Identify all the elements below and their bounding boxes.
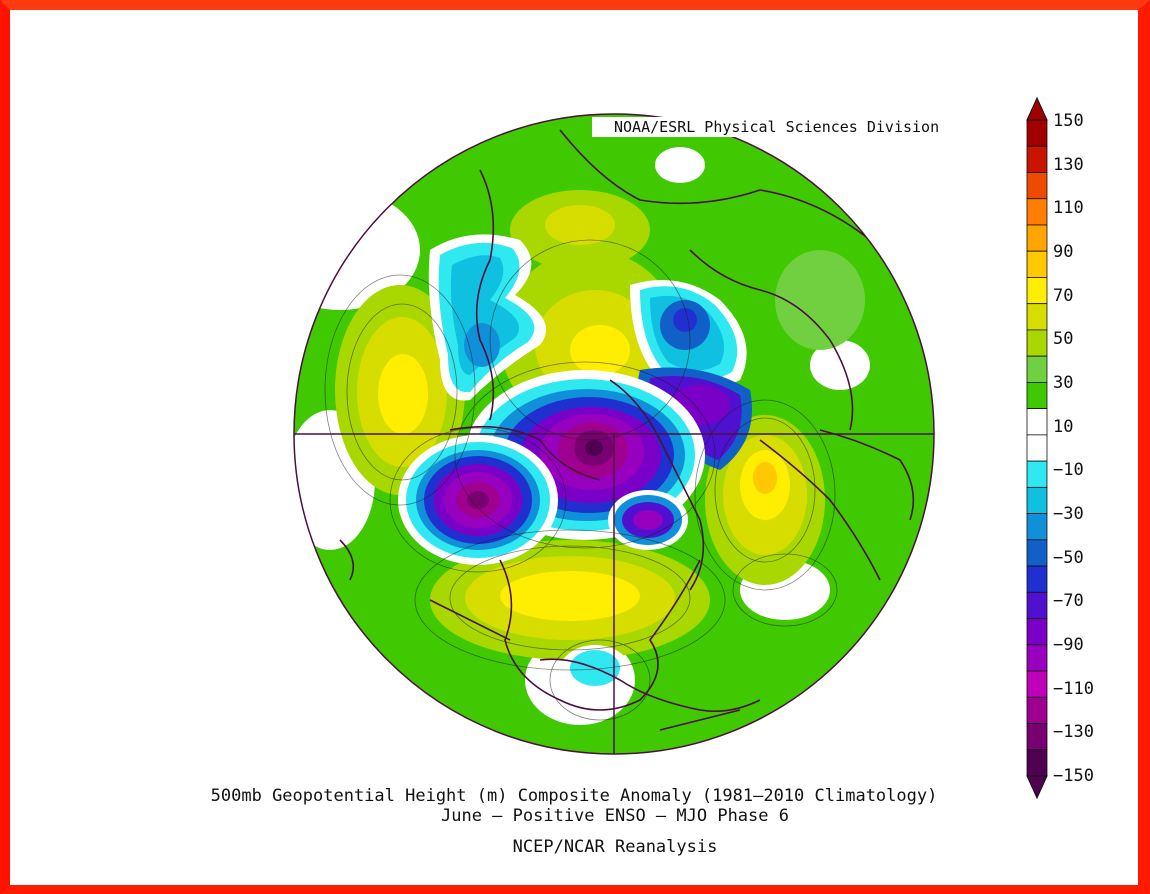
colorbar-tick-label: 30 <box>1053 373 1074 393</box>
colorbar-swatch <box>1026 618 1048 646</box>
colorbar-tick-label: −130 <box>1053 722 1094 743</box>
colorbar-tick-label: 70 <box>1053 285 1074 306</box>
coastlines <box>339 129 915 731</box>
colorbar-swatch <box>1026 434 1048 462</box>
colorbar-swatch <box>1026 723 1048 751</box>
colorbar-swatch <box>1026 565 1048 593</box>
credit-label: NOAA/ESRL Physical Sciences Division <box>592 117 939 137</box>
anomaly-field <box>294 114 934 754</box>
colorbar-swatch <box>1026 277 1048 305</box>
caption-subtitle: June – Positive ENSO – MJO Phase 6 <box>441 806 789 826</box>
caption-source: NCEP/NCAR Reanalysis <box>512 837 718 857</box>
caption-title: 500mb Geopotential Height (m) Composite … <box>210 786 938 806</box>
colorbar-bottom-arrow <box>1026 775 1048 800</box>
negative-center-north <box>630 280 747 390</box>
colorbar-swatch <box>1026 696 1048 724</box>
negative-center-southwest <box>398 435 558 565</box>
negative-center-northwest <box>428 234 547 401</box>
colorbar-swatch <box>1026 513 1048 541</box>
colorbar-tick-label: 150 <box>1053 111 1084 131</box>
colorbar-tick-label: 110 <box>1053 198 1084 219</box>
colorbar-tick-label: −10 <box>1053 460 1084 481</box>
positive-center-east <box>705 415 825 585</box>
positive-center-far-northeast <box>775 250 865 350</box>
colorbar-tick-label: 90 <box>1053 242 1074 262</box>
colorbar-tick-label: −70 <box>1053 591 1084 612</box>
contour-lines <box>324 239 838 721</box>
colorbar-swatch <box>1026 408 1048 436</box>
colorbar <box>1026 96 1048 800</box>
negative-center-south-small <box>608 490 688 550</box>
colorbar-swatch <box>1026 145 1048 173</box>
positive-center-west <box>335 285 465 495</box>
colorbar-swatch <box>1026 591 1048 619</box>
colorbar-swatch <box>1026 670 1048 698</box>
colorbar-swatch <box>1026 460 1048 488</box>
colorbar-swatch <box>1026 539 1048 567</box>
colorbar-swatch <box>1026 250 1048 278</box>
colorbar-swatch <box>1026 172 1048 200</box>
colorbar-swatch <box>1026 644 1048 672</box>
colorbar-tick-label: −30 <box>1053 504 1084 524</box>
colorbar-tick-label: −90 <box>1053 635 1084 655</box>
colorbar-swatch <box>1026 303 1048 331</box>
colorbar-top-arrow <box>1026 96 1048 121</box>
colorbar-swatch <box>1026 486 1048 514</box>
positive-center-northeast <box>510 190 650 270</box>
colorbar-swatch <box>1026 381 1048 410</box>
negative-center-top <box>655 147 705 183</box>
colorbar-swatch <box>1026 119 1048 147</box>
colorbar-tick-label: −150 <box>1053 766 1094 786</box>
colorbar-tick-label: −110 <box>1053 678 1094 699</box>
colorbar-tick-label: 50 <box>1053 329 1074 350</box>
colorbar-swatch <box>1026 749 1048 777</box>
colorbar-swatch <box>1026 355 1048 383</box>
colorbar-swatch <box>1026 329 1048 357</box>
colorbar-tick-label: −50 <box>1053 547 1084 568</box>
zero-region-east <box>810 340 870 390</box>
colorbar-swatch <box>1026 224 1048 252</box>
colorbar-swatch <box>1026 198 1048 226</box>
colorbar-tick-label: 10 <box>1053 416 1074 437</box>
colorbar-tick-label: 130 <box>1053 154 1084 175</box>
